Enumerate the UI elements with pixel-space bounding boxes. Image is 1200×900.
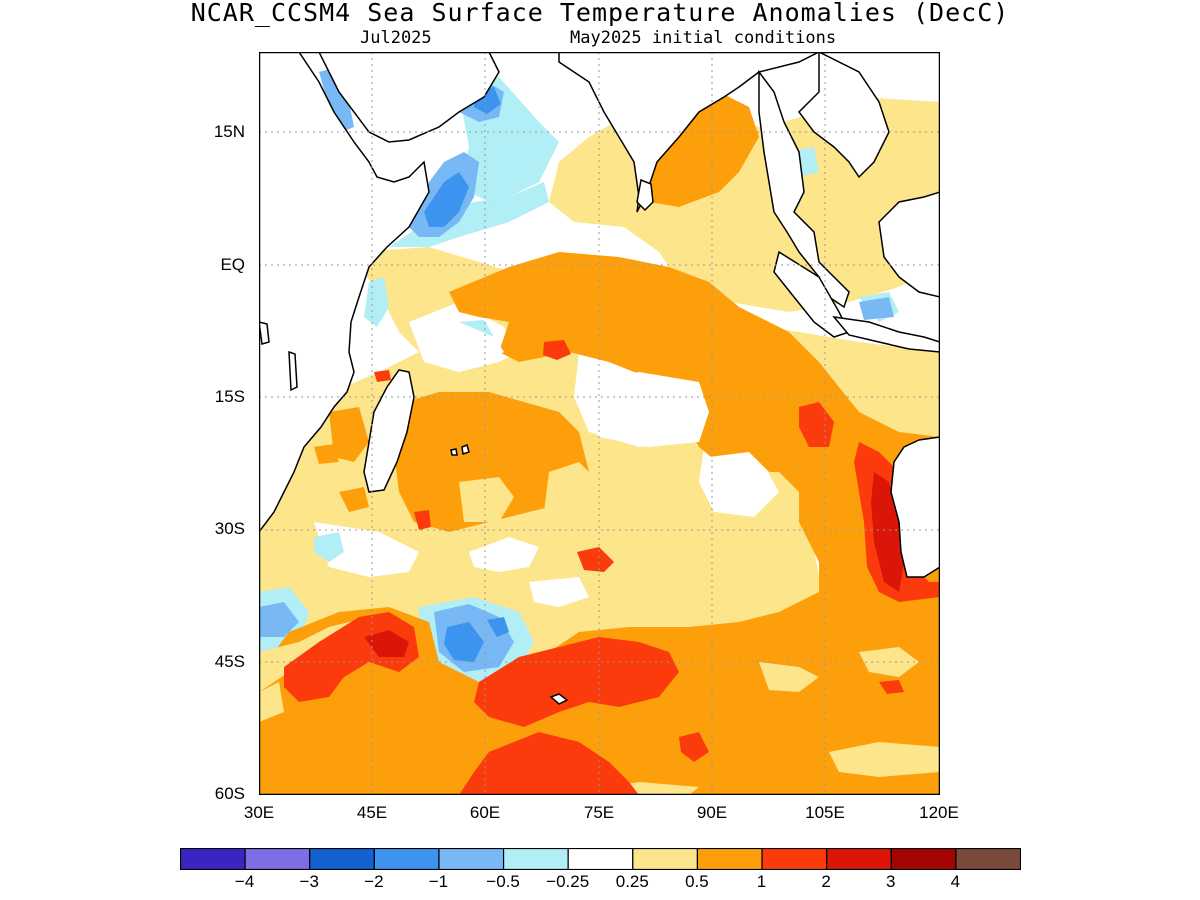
color-scale-swatch: [244, 848, 311, 870]
map-title: NCAR_CCSM4 Sea Surface Temperature Anoma…: [190, 0, 1010, 27]
color-scale-swatch: [890, 848, 957, 870]
color-scale-swatch: [761, 848, 828, 870]
color-scale-label: −2: [364, 872, 384, 891]
color-scale-swatch: [632, 848, 699, 870]
color-scale-label: 0.25: [615, 872, 649, 891]
forecast-month: Jul2025: [360, 28, 432, 48]
color-scale-label: −4: [234, 872, 255, 891]
color-scale-label: 3: [886, 872, 896, 891]
color-scale-label: −0.25: [546, 872, 590, 891]
color-scale-label: −0.5: [486, 872, 520, 891]
lon-tick-120e: 120E: [919, 803, 959, 822]
lat-tick-60s: 60S: [214, 784, 245, 803]
color-scale-swatch: [567, 848, 634, 870]
color-scale-bar: [180, 848, 1021, 870]
color-scale-label: −1: [428, 872, 449, 891]
color-scale-label: −3: [299, 872, 319, 891]
sst-anomaly-map: [259, 52, 940, 795]
color-scale-swatch: [438, 848, 505, 870]
map-frame: [259, 52, 940, 795]
map-grid: [259, 52, 940, 795]
lon-tick-75e: 75E: [583, 803, 615, 822]
lat-tick-45s: 45S: [214, 652, 245, 671]
lon-tick-30e: 30E: [243, 803, 275, 822]
color-scale-label: 0.5: [685, 872, 709, 891]
color-scale-swatch: [502, 848, 569, 870]
lon-tick-45e: 45E: [356, 803, 388, 822]
lat-tick-15n: 15N: [213, 122, 245, 141]
color-scale-label: 2: [821, 872, 831, 891]
land-masses: [259, 52, 940, 705]
lon-tick-105e: 105E: [805, 803, 845, 822]
color-scale-swatch: [373, 848, 440, 870]
lat-tick-30s: 30S: [214, 519, 245, 538]
color-scale-label: 1: [756, 872, 767, 891]
color-scale-label: 4: [950, 872, 961, 891]
color-scale-swatch: [955, 848, 1021, 870]
anomaly-white-holes: [419, 322, 769, 507]
anomaly-darkred-regions: [364, 472, 904, 657]
lat-tick-eq: EQ: [220, 255, 245, 274]
initial-conditions: May2025 initial conditions: [570, 28, 837, 48]
color-scale-swatch: [696, 848, 763, 870]
color-scale-swatch: [826, 848, 892, 870]
lon-tick-60e: 60E: [469, 803, 501, 822]
color-scale-swatch: [180, 848, 246, 870]
lat-tick-15s: 15S: [214, 387, 245, 406]
color-scale-swatch: [309, 848, 375, 870]
lon-tick-90e: 90E: [696, 803, 728, 822]
